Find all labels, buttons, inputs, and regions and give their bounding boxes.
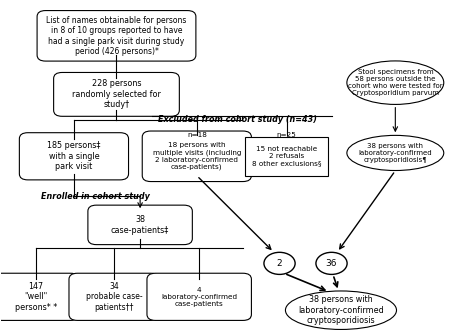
Ellipse shape — [347, 135, 444, 170]
Text: Stool specimens from
58 persons outside the
cohort who were tested for
Cryptospo: Stool specimens from 58 persons outside … — [348, 69, 443, 96]
Text: 4
laboratory-confirmed
case-patients: 4 laboratory-confirmed case-patients — [161, 287, 237, 307]
Bar — [245, 137, 328, 175]
Text: 18 persons with
multiple visits (including
2 laboratory-confirmed
case-patients): 18 persons with multiple visits (includi… — [153, 142, 241, 170]
FancyBboxPatch shape — [69, 273, 159, 321]
Text: n=18: n=18 — [187, 132, 207, 138]
Circle shape — [316, 252, 347, 275]
Text: 2: 2 — [277, 259, 283, 268]
Ellipse shape — [285, 291, 397, 330]
Text: List of names obtainable for persons
in 8 of 10 groups reported to have
had a si: List of names obtainable for persons in … — [46, 16, 187, 56]
Text: Enrolled in cohort study: Enrolled in cohort study — [41, 192, 150, 201]
FancyBboxPatch shape — [142, 131, 251, 181]
Text: n=25: n=25 — [277, 132, 297, 138]
Text: 185 persons‡
with a single
park visit: 185 persons‡ with a single park visit — [47, 141, 100, 171]
Text: Excluded from cohort study (n=43): Excluded from cohort study (n=43) — [157, 115, 317, 124]
FancyBboxPatch shape — [54, 73, 179, 116]
Ellipse shape — [347, 61, 444, 104]
FancyBboxPatch shape — [88, 205, 192, 245]
Text: 15 not reachable
2 refusals
8 other exclusions§: 15 not reachable 2 refusals 8 other excl… — [252, 146, 321, 166]
FancyBboxPatch shape — [0, 273, 79, 321]
Circle shape — [264, 252, 295, 275]
FancyBboxPatch shape — [37, 10, 196, 61]
Text: 34
probable case-
patients††: 34 probable case- patients†† — [86, 282, 142, 312]
FancyBboxPatch shape — [0, 277, 79, 321]
FancyBboxPatch shape — [153, 277, 251, 321]
FancyBboxPatch shape — [19, 133, 128, 180]
Text: 38
case-patients‡: 38 case-patients‡ — [111, 215, 169, 235]
FancyBboxPatch shape — [147, 273, 251, 321]
Text: 38 persons with
laboratory-confirmed
cryptosporidiosis: 38 persons with laboratory-confirmed cry… — [298, 295, 384, 325]
Text: 38 persons with
laboratory-confirmed
cryptosporidiosis¶: 38 persons with laboratory-confirmed cry… — [358, 143, 432, 163]
Text: 147
"well"
persons* *: 147 "well" persons* * — [15, 282, 57, 312]
Text: 228 persons
randomly selected for
study†: 228 persons randomly selected for study† — [72, 80, 161, 109]
FancyBboxPatch shape — [75, 277, 159, 321]
Text: 36: 36 — [326, 259, 337, 268]
